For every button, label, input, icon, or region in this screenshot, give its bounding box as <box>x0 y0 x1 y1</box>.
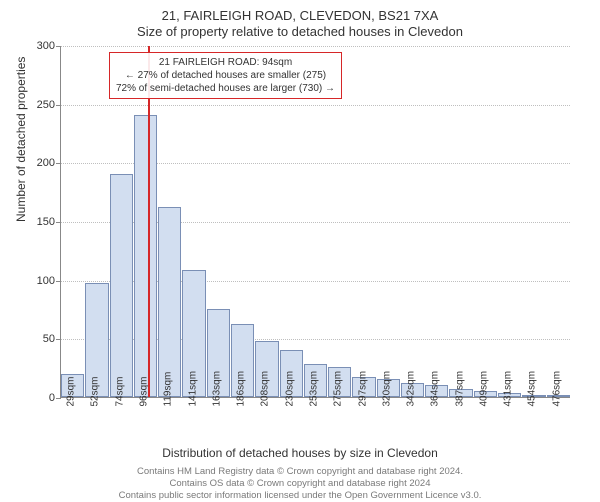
xtick-label: 320sqm <box>381 371 392 407</box>
ytick-label: 300 <box>37 40 55 52</box>
chart-container: 21, FAIRLEIGH ROAD, CLEVEDON, BS21 7XA S… <box>0 0 600 500</box>
info-box-line3: 72% of semi-detached houses are larger (… <box>116 82 335 95</box>
xtick-label: 476sqm <box>551 371 562 407</box>
plot-area: 05010015020025030029sqm52sqm74sqm96sqm11… <box>60 46 570 398</box>
gridline <box>61 46 570 47</box>
footer-line1: Contains HM Land Registry data © Crown c… <box>0 466 600 478</box>
ytick-label: 50 <box>43 333 55 345</box>
ytick-mark <box>56 46 61 47</box>
xtick-label: 431sqm <box>503 371 514 407</box>
gridline <box>61 105 570 106</box>
ytick-mark <box>56 105 61 106</box>
xtick-label: 342sqm <box>406 371 417 407</box>
y-axis-label: Number of detached properties <box>14 57 28 222</box>
footer-line2: Contains OS data © Crown copyright and d… <box>0 478 600 490</box>
xtick-label: 297sqm <box>357 371 368 407</box>
xtick-label: 52sqm <box>90 376 101 406</box>
histogram-bar <box>110 174 133 397</box>
ytick-label: 0 <box>49 392 55 404</box>
xtick-label: 253sqm <box>308 371 319 407</box>
xtick-label: 409sqm <box>478 371 489 407</box>
ytick-mark <box>56 398 61 399</box>
xtick-label: 141sqm <box>187 371 198 407</box>
info-box-line2: ← 27% of detached houses are smaller (27… <box>116 69 335 82</box>
xtick-label: 186sqm <box>236 371 247 407</box>
xtick-label: 454sqm <box>527 371 538 407</box>
xtick-label: 208sqm <box>260 371 271 407</box>
info-box: 21 FAIRLEIGH ROAD: 94sqm← 27% of detache… <box>109 52 342 99</box>
xtick-label: 29sqm <box>66 376 77 406</box>
xtick-label: 163sqm <box>211 371 222 407</box>
ytick-mark <box>56 281 61 282</box>
xtick-label: 364sqm <box>430 371 441 407</box>
ytick-label: 150 <box>37 216 55 228</box>
ytick-label: 200 <box>37 157 55 169</box>
chart-footer: Contains HM Land Registry data © Crown c… <box>0 466 600 502</box>
xtick-label: 119sqm <box>163 372 174 407</box>
chart-title-line2: Size of property relative to detached ho… <box>0 23 600 39</box>
ytick-mark <box>56 163 61 164</box>
xtick-label: 230sqm <box>284 371 295 407</box>
ytick-mark <box>56 222 61 223</box>
histogram-bar <box>134 115 157 397</box>
ytick-label: 100 <box>37 275 55 287</box>
xtick-label: 275sqm <box>333 371 344 407</box>
ytick-mark <box>56 339 61 340</box>
xtick-label: 387sqm <box>454 371 465 407</box>
histogram-bar <box>158 207 181 397</box>
info-box-line1: 21 FAIRLEIGH ROAD: 94sqm <box>116 56 335 69</box>
ytick-label: 250 <box>37 99 55 111</box>
chart-title-line1: 21, FAIRLEIGH ROAD, CLEVEDON, BS21 7XA <box>0 0 600 23</box>
xtick-label: 74sqm <box>114 376 125 406</box>
x-axis-label: Distribution of detached houses by size … <box>0 446 600 460</box>
